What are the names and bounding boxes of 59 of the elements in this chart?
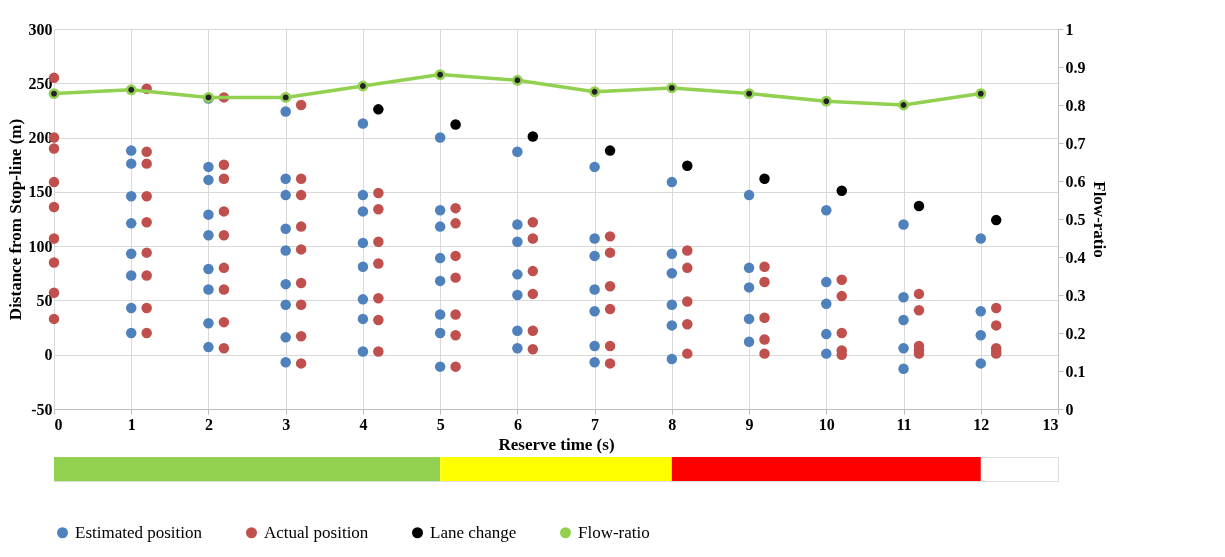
point	[511, 74, 523, 86]
y-axis-title: Distance from Stop-line (m)	[5, 118, 25, 321]
x-tick-label: 10	[818, 415, 835, 433]
point	[975, 88, 987, 100]
y2-tick-label: 0.6	[1065, 172, 1086, 190]
legend-label: Actual position	[264, 522, 369, 542]
y-tick-label: 300	[28, 20, 53, 38]
y2-tick-label: 0.8	[1065, 96, 1086, 114]
legend-label: Flow-ratio	[578, 522, 650, 542]
point	[836, 185, 847, 197]
y-tick-label: 150	[28, 183, 53, 201]
y-tick-label: 0	[44, 346, 53, 364]
x-tick-label: 5	[436, 415, 445, 433]
y2-axis-title: Flow-ratio	[1089, 181, 1109, 258]
point	[48, 88, 60, 100]
x-tick-label: 3	[282, 415, 291, 433]
point	[743, 88, 755, 100]
point	[604, 145, 616, 156]
y-tick-label: -50	[31, 400, 53, 418]
point	[666, 82, 678, 94]
x-tick-label: 12	[973, 415, 990, 433]
x-tick-label: 7	[591, 415, 600, 433]
x-tick-label: 4	[359, 415, 368, 433]
x-tick-label: 6	[513, 415, 522, 433]
point	[759, 173, 770, 185]
y2-tick-label: 0.2	[1065, 324, 1086, 342]
x-tick-label: 2	[204, 415, 213, 433]
point	[434, 69, 446, 81]
y2-tick-label: 0.1	[1065, 362, 1086, 380]
y-tick-label: 50	[36, 291, 53, 309]
y2-tick-label: 0.5	[1065, 210, 1086, 228]
y2-tick-label: 0.4	[1065, 248, 1086, 266]
point	[990, 214, 1002, 226]
y2-tick-label: 0.3	[1065, 286, 1086, 304]
point	[913, 200, 925, 212]
point	[898, 99, 909, 111]
y-tick-label: 100	[28, 237, 53, 255]
point	[450, 119, 461, 130]
y2-tick-label: 0	[1065, 400, 1074, 418]
point	[527, 131, 539, 142]
point	[280, 91, 292, 103]
point	[373, 104, 384, 115]
point	[357, 80, 369, 92]
x-tick-label: 11	[896, 415, 912, 433]
x-tick-label: 1	[127, 415, 136, 433]
x-tick-label: 13	[1042, 415, 1059, 433]
point	[682, 160, 693, 172]
legend-label: Lane change	[430, 522, 517, 542]
y2-tick-label: 0.9	[1065, 58, 1086, 76]
y2-tick-label: 0.7	[1065, 134, 1086, 152]
y2-tick-label: 1	[1065, 20, 1074, 38]
point	[125, 84, 137, 96]
point	[589, 86, 601, 98]
x-axis-title: Reserve time (s)	[498, 434, 615, 454]
legend-label: Estimated position	[75, 522, 203, 542]
x-tick-label: 9	[745, 415, 754, 433]
y-tick-label: 250	[28, 74, 53, 92]
x-tick-label: 8	[668, 415, 677, 433]
point	[820, 95, 832, 107]
